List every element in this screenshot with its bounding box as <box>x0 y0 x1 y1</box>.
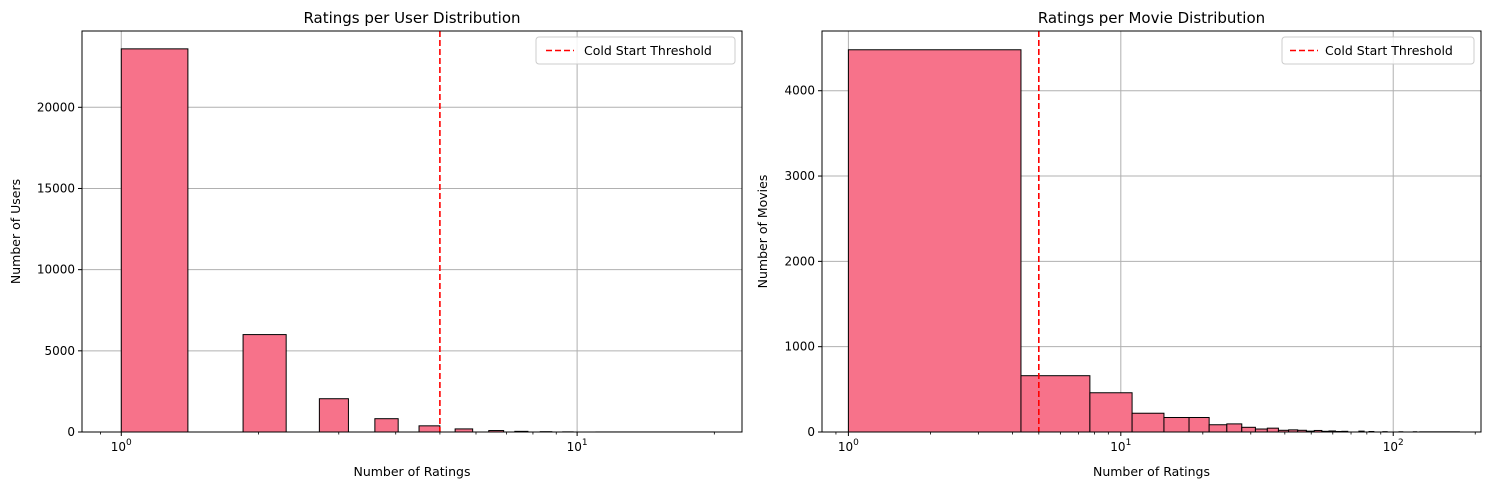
legend: Cold Start Threshold <box>535 36 736 65</box>
histogram-bar <box>374 418 399 433</box>
y-tick-label: 4000 <box>784 84 815 98</box>
legend: Cold Start Threshold <box>1281 36 1475 65</box>
histogram-bar <box>1208 424 1228 433</box>
y-tick-label: 2000 <box>784 254 815 268</box>
histogram-bar <box>1266 427 1279 433</box>
x-tick-label: 100 <box>838 438 859 454</box>
x-tick-label: 102 <box>1383 438 1404 454</box>
histogram-bar <box>318 398 349 433</box>
y-tick-label: 10000 <box>37 263 75 277</box>
plot-frame <box>821 30 1482 433</box>
y-tick-label: 0 <box>807 425 815 439</box>
histogram-bar <box>418 425 441 433</box>
y-tick-label: 3000 <box>784 169 815 183</box>
legend-box <box>535 36 736 65</box>
y-tick-label: 20000 <box>37 100 75 114</box>
chart-title: Ratings per User Distribution <box>303 9 520 27</box>
ticks: 0 1000 2000 3000 4000 100 101 102 <box>784 84 1476 454</box>
grid <box>82 31 742 432</box>
bars <box>847 49 1460 433</box>
legend-box <box>1281 36 1475 65</box>
x-axis-label: Number of Ratings <box>1093 464 1210 479</box>
legend-label: Cold Start Threshold <box>584 43 712 58</box>
histogram-bar <box>1226 423 1243 433</box>
chart-title: Ratings per Movie Distribution <box>1038 9 1265 27</box>
ratings-per-movie-chart: 0 1000 2000 3000 4000 100 101 102 Ratings per M… <box>755 9 1482 479</box>
y-axis-label: Number of Users <box>8 179 23 284</box>
histogram-bar <box>120 48 189 433</box>
y-tick-label: 15000 <box>37 181 75 195</box>
x-axis-label: Number of Ratings <box>353 464 470 479</box>
histogram-bar <box>1188 416 1210 433</box>
histogram-bar <box>1020 375 1091 433</box>
legend-label: Cold Start Threshold <box>1325 43 1453 58</box>
x-tick-label: 101 <box>567 438 588 454</box>
y-tick-label: 1000 <box>784 340 815 354</box>
bars <box>120 48 715 433</box>
histogram-bar <box>1089 392 1133 433</box>
y-tick-label: 5000 <box>44 344 75 358</box>
plot-frame <box>81 30 743 433</box>
y-tick-label: 0 <box>67 425 75 439</box>
histogram-bar <box>242 334 287 433</box>
plot-area <box>82 31 742 432</box>
x-tick-label: 100 <box>111 438 132 454</box>
y-axis-label: Number of Movies <box>755 175 770 289</box>
histogram-bar <box>847 49 1022 433</box>
histogram-bar <box>1163 416 1190 433</box>
x-tick-label: 101 <box>1110 438 1131 454</box>
histogram-bar <box>1241 426 1256 433</box>
histogram-bar <box>1131 412 1165 433</box>
ratings-per-user-chart: 0 5000 10000 15000 20000 100 101 Ratings per U… <box>8 9 743 479</box>
ticks: 0 5000 10000 15000 20000 100 101 <box>37 100 715 454</box>
